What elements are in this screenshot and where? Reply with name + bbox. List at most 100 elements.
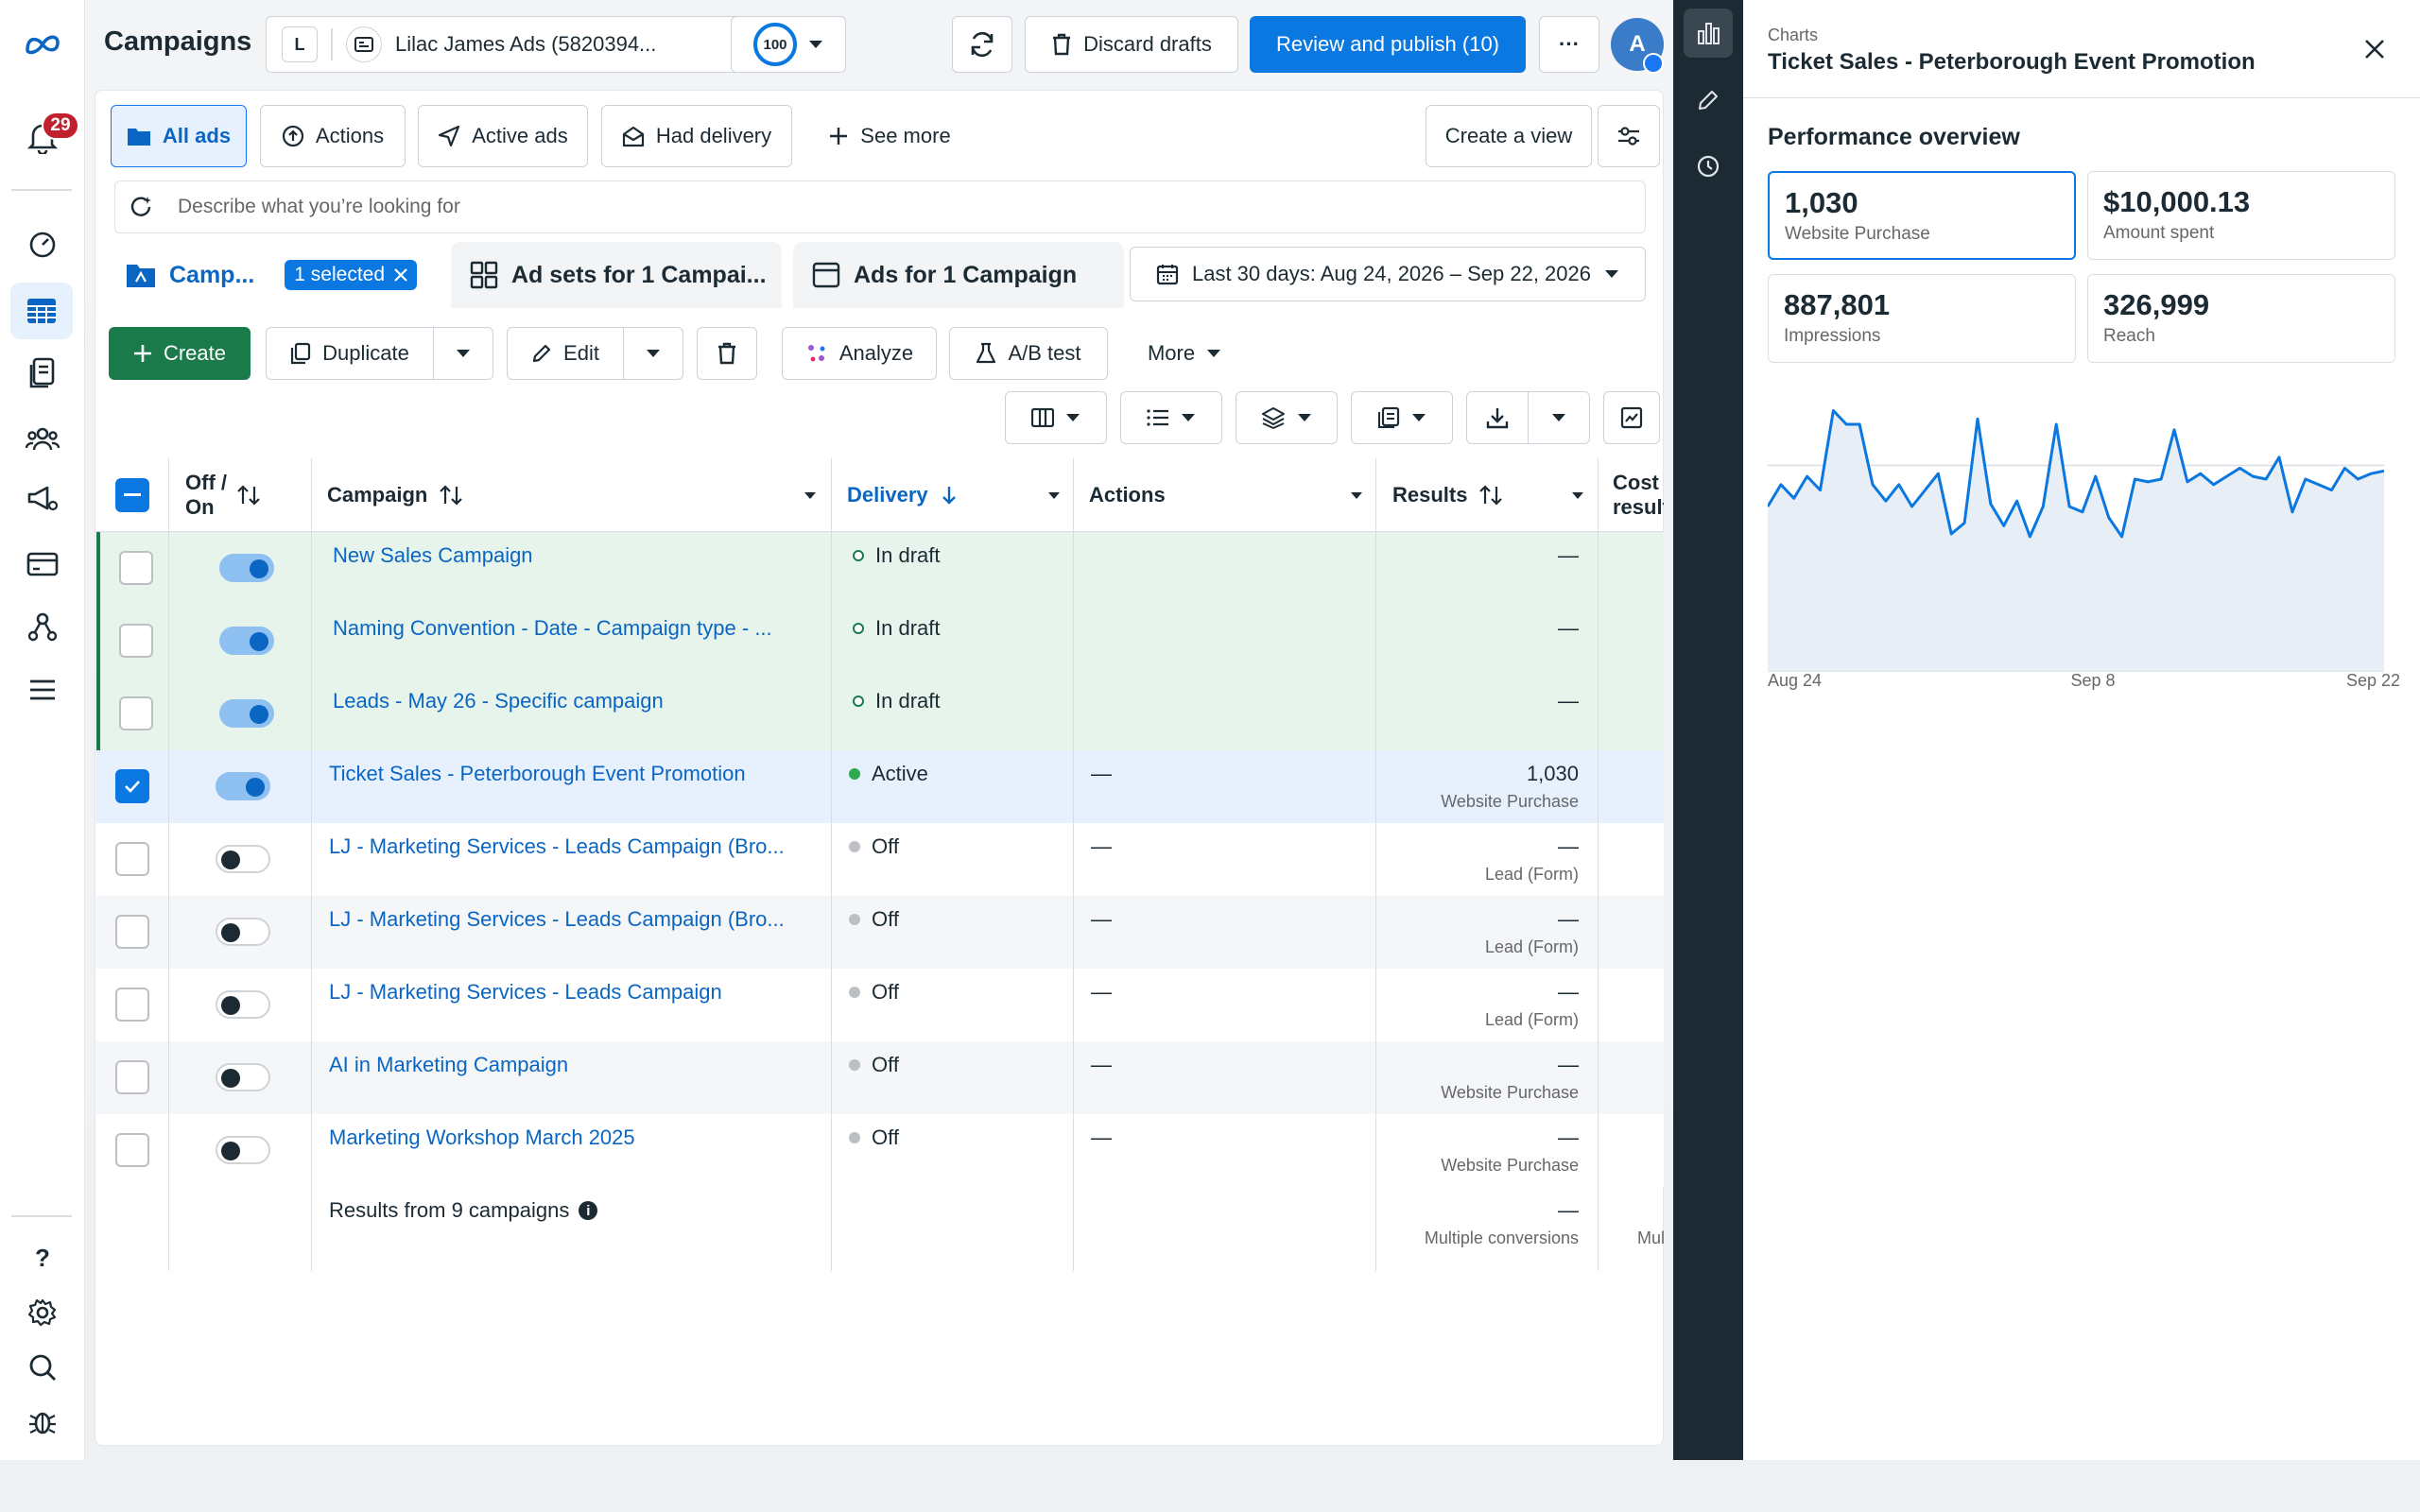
filter-all-ads[interactable]: All ads — [111, 105, 247, 167]
ab-test-button[interactable]: A/B test — [949, 327, 1108, 380]
selected-count-chip[interactable]: 1 selected — [285, 260, 418, 290]
tab-ad-sets[interactable]: Ad sets for 1 Campai... — [451, 242, 782, 308]
row-checkbox[interactable] — [115, 1060, 149, 1094]
filter-actions[interactable]: Actions — [260, 105, 406, 167]
pages-document-icon[interactable] — [22, 352, 63, 394]
edit-button[interactable]: Edit — [507, 327, 624, 380]
chevron-down-icon[interactable] — [1350, 458, 1363, 532]
filter-had-delivery[interactable]: Had delivery — [601, 105, 792, 167]
table-row[interactable]: Marketing Workshop March 2025 Off — — Websit… — [96, 1114, 1664, 1187]
duplicate-button[interactable]: Duplicate — [266, 327, 434, 380]
metric-card-reach[interactable]: 326,999 Reach — [2087, 274, 2395, 363]
row-checkbox[interactable] — [115, 988, 149, 1022]
table-row[interactable]: Leads - May 26 - Specific campaign In dra… — [96, 678, 1664, 750]
charts-bar-icon[interactable] — [1684, 9, 1733, 58]
table-row[interactable]: AI in Marketing Campaign Off — — Website Pur… — [96, 1041, 1664, 1114]
opportunity-score-button[interactable]: 100 — [731, 16, 846, 73]
more-options-button[interactable]: ··· — [1539, 16, 1599, 73]
campaign-on-off-toggle[interactable] — [219, 554, 274, 582]
column-header-actions[interactable]: Actions — [1089, 483, 1166, 507]
discard-drafts-button[interactable]: Discard drafts — [1025, 16, 1238, 73]
review-and-publish-button[interactable]: Review and publish (10) — [1250, 16, 1526, 73]
dashboard-gauge-icon[interactable] — [22, 224, 63, 266]
settings-gear-icon[interactable] — [22, 1292, 63, 1333]
delete-button[interactable] — [697, 327, 757, 380]
table-row[interactable]: LJ - Marketing Services - Leads Campaign… — [96, 823, 1664, 896]
row-checkbox[interactable] — [119, 624, 153, 658]
campaign-name-link[interactable]: LJ - Marketing Services - Leads Campaign… — [329, 834, 785, 858]
edit-pencil-icon[interactable] — [1684, 76, 1733, 125]
table-row[interactable]: LJ - Marketing Services - Leads Campaign… — [96, 896, 1664, 969]
campaign-on-off-toggle[interactable] — [216, 1136, 270, 1164]
create-button[interactable]: Create — [109, 327, 251, 380]
column-header-campaign[interactable]: Campaign — [327, 458, 463, 532]
campaign-on-off-toggle[interactable] — [216, 772, 270, 800]
tab-campaigns[interactable]: Camp... 1 selected — [107, 242, 438, 308]
chart-view-button[interactable] — [1603, 391, 1660, 444]
all-tools-menu-icon[interactable] — [22, 669, 63, 711]
chevron-down-icon[interactable] — [1571, 458, 1584, 532]
bug-report-icon[interactable] — [22, 1400, 63, 1442]
column-header-delivery[interactable]: Delivery — [847, 458, 957, 532]
sort-icon[interactable] — [236, 458, 261, 532]
create-a-view-button[interactable]: Create a view — [1426, 105, 1592, 167]
select-all-checkbox[interactable] — [115, 478, 149, 512]
customize-filters-button[interactable] — [1598, 105, 1660, 167]
campaign-on-off-toggle[interactable] — [216, 918, 270, 946]
search-bar[interactable]: Describe what you’re looking for — [114, 180, 1646, 233]
see-more-filters-button[interactable]: See more — [804, 105, 975, 167]
meta-logo-icon[interactable] — [22, 24, 63, 65]
row-checkbox[interactable] — [115, 1133, 149, 1167]
refresh-button[interactable] — [952, 16, 1012, 73]
layers-selector[interactable] — [1236, 391, 1338, 444]
ads-megaphone-icon[interactable] — [22, 477, 63, 519]
breakdown-selector[interactable] — [1120, 391, 1222, 444]
export-dropdown[interactable] — [1528, 391, 1590, 444]
search-icon[interactable] — [22, 1347, 63, 1388]
export-button[interactable] — [1466, 391, 1529, 444]
campaign-name-link[interactable]: LJ - Marketing Services - Leads Campaign… — [329, 907, 785, 931]
audiences-people-icon[interactable] — [22, 418, 63, 459]
tab-ads[interactable]: Ads for 1 Campaign — [793, 242, 1124, 308]
close-icon[interactable] — [2363, 38, 2386, 60]
duplicate-dropdown[interactable] — [433, 327, 493, 380]
info-icon[interactable]: i — [579, 1201, 598, 1220]
metric-card-website-purchase[interactable]: 1,030 Website Purchase — [1768, 171, 2076, 260]
row-checkbox[interactable] — [115, 769, 149, 803]
date-range-picker[interactable]: Last 30 days: Aug 24, 2026 – Sep 22, 202… — [1130, 247, 1646, 301]
columns-selector[interactable] — [1005, 391, 1107, 444]
row-checkbox[interactable] — [115, 915, 149, 949]
campaign-name-link[interactable]: LJ - Marketing Services - Leads Campaign — [329, 980, 722, 1004]
table-row[interactable]: Naming Convention - Date - Campaign type… — [96, 605, 1664, 678]
campaigns-table-icon[interactable] — [10, 283, 73, 339]
campaign-on-off-toggle[interactable] — [219, 627, 274, 655]
row-checkbox[interactable] — [115, 842, 149, 876]
campaign-on-off-toggle[interactable] — [216, 845, 270, 873]
campaign-name-link[interactable]: Leads - May 26 - Specific campaign — [333, 689, 664, 713]
events-manager-icon[interactable] — [22, 606, 63, 647]
campaign-name-link[interactable]: Ticket Sales - Peterborough Event Promot… — [329, 762, 746, 785]
campaign-name-link[interactable]: AI in Marketing Campaign — [329, 1053, 569, 1076]
chevron-down-icon[interactable] — [1047, 458, 1061, 532]
analyze-button[interactable]: Analyze — [782, 327, 937, 380]
filter-active-ads[interactable]: Active ads — [418, 105, 588, 167]
column-header-cost-per-result[interactable]: Cost result — [1613, 470, 1664, 519]
table-row[interactable]: Ticket Sales - Peterborough Event Promot… — [96, 750, 1664, 823]
table-row[interactable]: New Sales Campaign In draft — — [96, 532, 1664, 605]
billing-card-icon[interactable] — [22, 543, 63, 585]
row-checkbox[interactable] — [119, 551, 153, 585]
campaign-name-link[interactable]: New Sales Campaign — [333, 543, 533, 567]
campaign-name-link[interactable]: Marketing Workshop March 2025 — [329, 1125, 635, 1149]
column-header-results[interactable]: Results — [1392, 458, 1503, 532]
campaign-on-off-toggle[interactable] — [216, 990, 270, 1019]
edit-dropdown[interactable] — [623, 327, 683, 380]
table-row[interactable]: LJ - Marketing Services - Leads Campaign… — [96, 969, 1664, 1041]
metric-card-amount-spent[interactable]: $10,000.13 Amount spent — [2087, 171, 2395, 260]
chevron-down-icon[interactable] — [804, 458, 817, 532]
campaign-on-off-toggle[interactable] — [219, 699, 274, 728]
reports-selector[interactable] — [1351, 391, 1453, 444]
campaign-name-link[interactable]: Naming Convention - Date - Campaign type… — [333, 616, 772, 640]
column-header-off-on[interactable]: Off / On — [185, 470, 227, 519]
row-checkbox[interactable] — [119, 696, 153, 730]
history-clock-icon[interactable] — [1684, 142, 1733, 191]
